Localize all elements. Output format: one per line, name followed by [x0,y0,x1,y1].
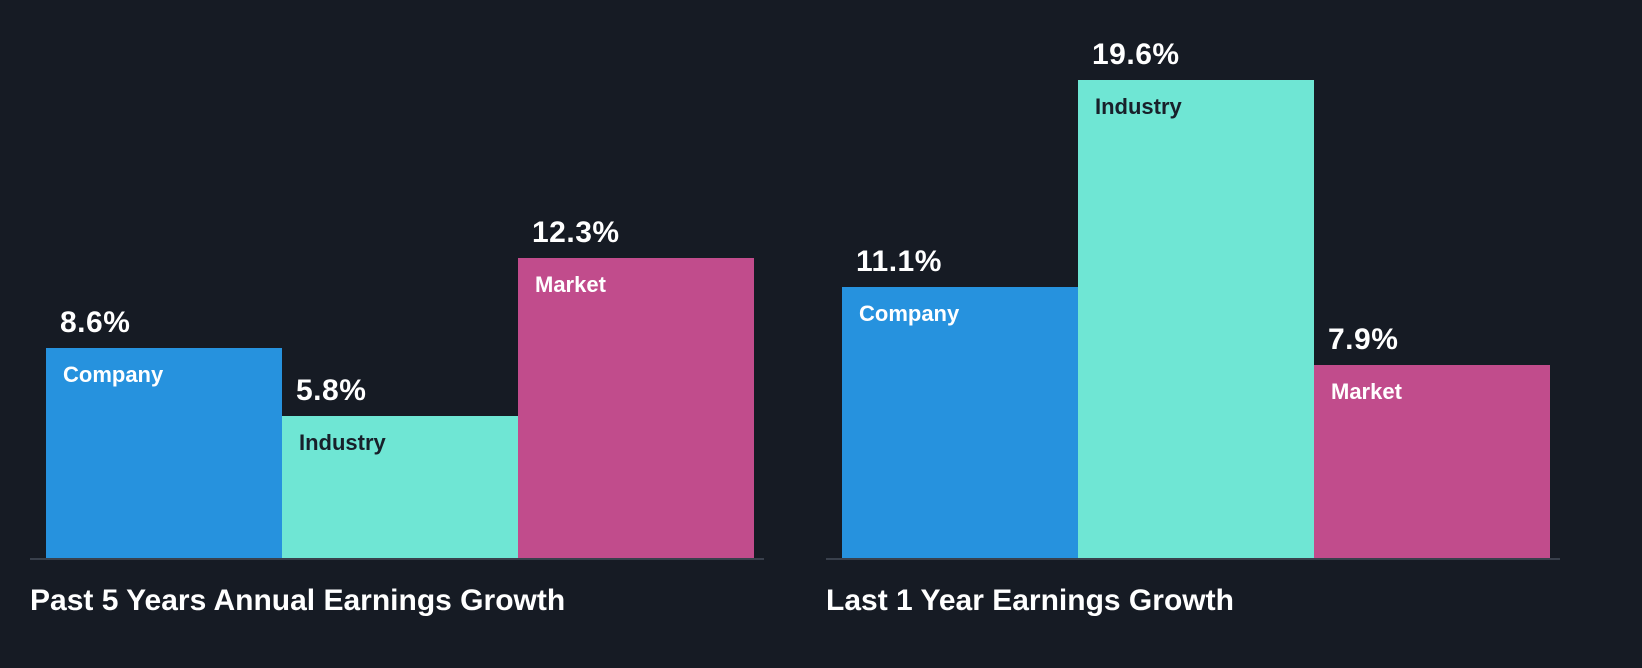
chart-title: Past 5 Years Annual Earnings Growth [30,584,566,617]
company-bar: Company [46,348,282,558]
value-label: 19.6% [1092,38,1180,71]
value-label: 12.3% [532,216,620,249]
category-label: Company [63,362,164,387]
category-label: Company [859,301,960,326]
charts-row: 8.6% Company 5.8% Industry 12.3% Market … [30,10,1560,618]
bar-column-market: 12.3% Market [518,216,754,558]
value-label: 11.1% [856,245,942,278]
industry-bar: Industry [282,416,518,558]
bar-column-company: 8.6% Company [46,306,282,558]
industry-bar: Industry [1078,80,1314,558]
value-label: 7.9% [1328,323,1399,356]
category-label: Industry [299,430,386,455]
bar-column-market: 7.9% Market [1314,323,1550,558]
bar-column-company: 11.1% Company [842,245,1078,558]
chart-last-1-year: 11.1% Company 19.6% Industry 7.9% Market… [826,10,1560,618]
market-bar: Market [1314,365,1550,558]
category-label: Market [1331,379,1402,404]
bar-group: 11.1% Company 19.6% Industry 7.9% Market [826,10,1560,560]
bar-group: 8.6% Company 5.8% Industry 12.3% Market [30,10,764,560]
bar-column-industry: 19.6% Industry [1078,38,1314,558]
chart-past-5-years: 8.6% Company 5.8% Industry 12.3% Market … [30,10,764,618]
value-label: 5.8% [296,374,367,407]
chart-title: Last 1 Year Earnings Growth [826,584,1234,617]
value-label: 8.6% [60,306,131,339]
category-label: Industry [1095,94,1182,119]
company-bar: Company [842,287,1078,558]
bar-column-industry: 5.8% Industry [282,374,518,558]
category-label: Market [535,272,606,297]
market-bar: Market [518,258,754,558]
